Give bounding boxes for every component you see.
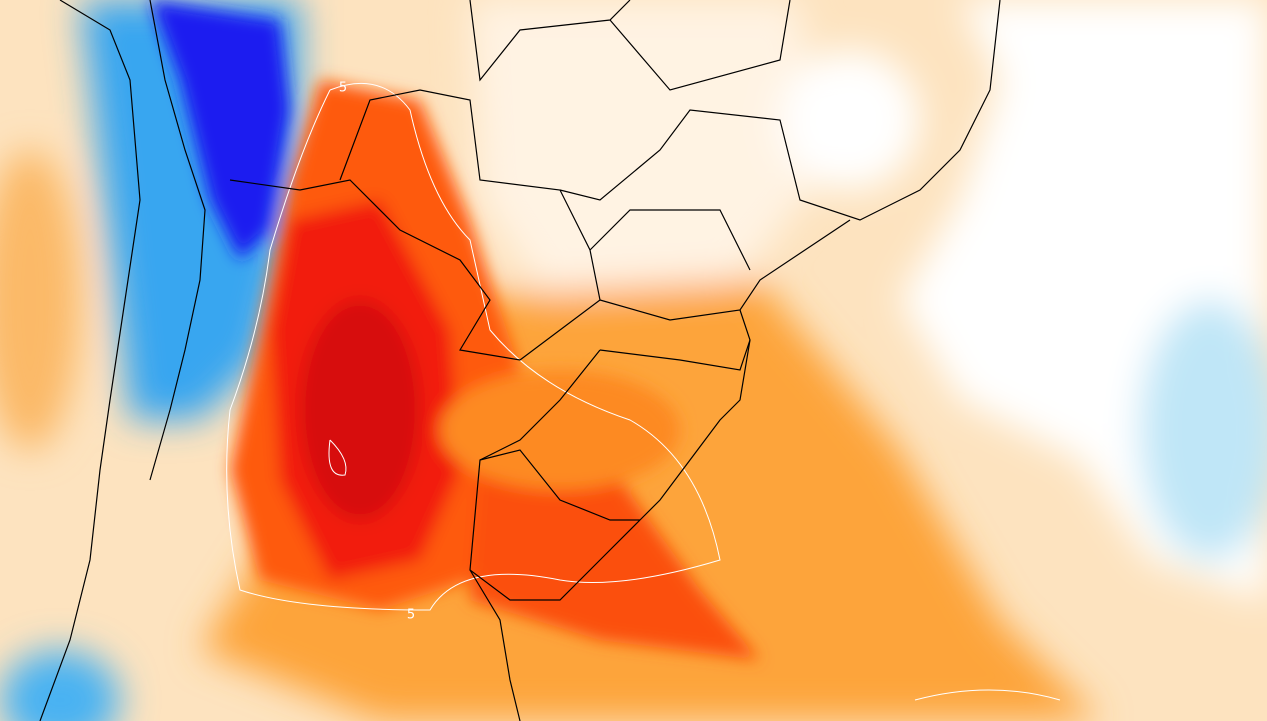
contour-lines [226, 82, 1061, 701]
coastline [469, 569, 521, 721]
border [149, 0, 206, 481]
warm-area [440, 370, 680, 490]
warm-core [470, 470, 760, 660]
border [599, 309, 751, 371]
hot-core [300, 300, 420, 520]
borders [39, 0, 1001, 721]
border [229, 89, 601, 361]
coastline [39, 0, 141, 721]
warm-area [0, 150, 80, 450]
contour [328, 439, 347, 476]
cold-core [150, 0, 290, 260]
contour-label: 5 [339, 81, 347, 96]
border [479, 449, 640, 521]
contour [914, 689, 1061, 701]
cold-area [0, 650, 120, 721]
neutral-land [780, 50, 920, 190]
neutral-land [470, 0, 820, 330]
border [559, 0, 1001, 221]
contour-5 [226, 82, 721, 611]
border [609, 0, 791, 91]
contour-label: 5 [407, 608, 415, 623]
border [469, 0, 631, 82]
border [599, 219, 851, 321]
border [589, 209, 751, 271]
border [469, 339, 751, 601]
cool-ocean [1140, 300, 1267, 560]
